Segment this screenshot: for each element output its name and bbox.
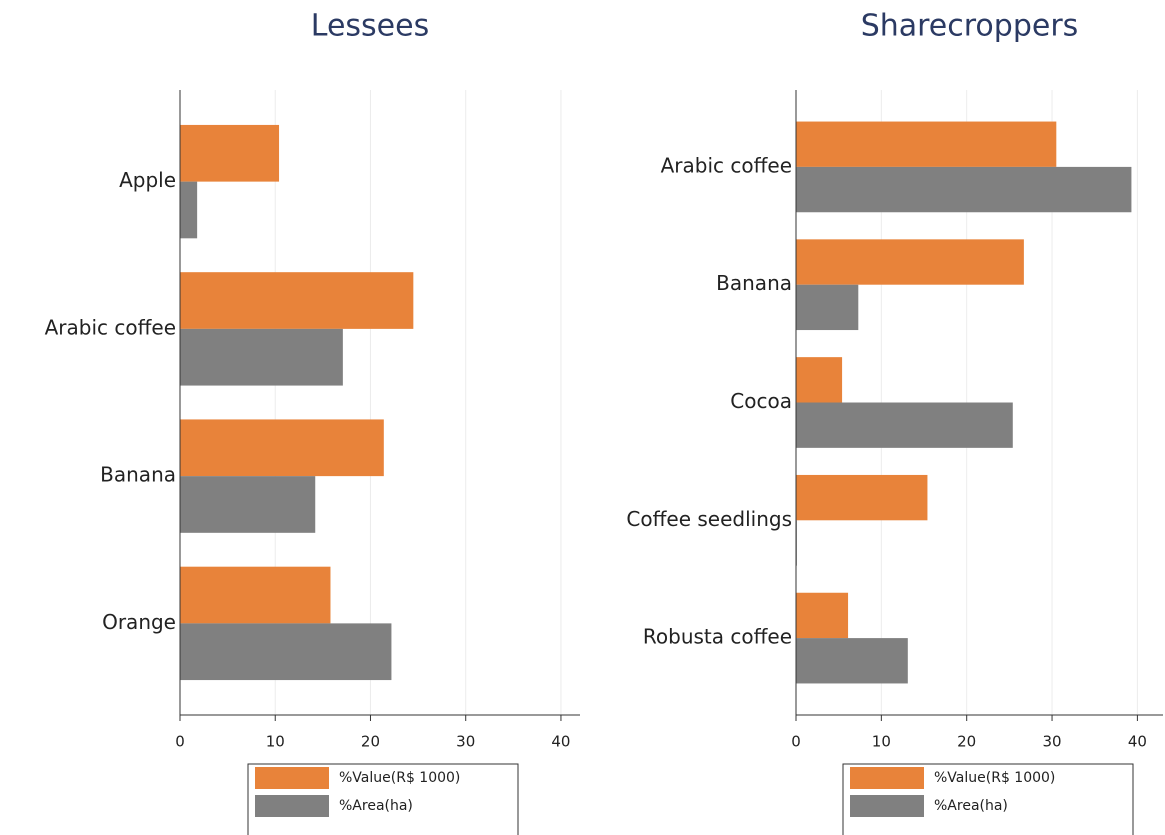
x-tick-label: 30 bbox=[1042, 733, 1061, 751]
bar bbox=[796, 284, 859, 331]
y-tick-label: Apple bbox=[119, 168, 176, 192]
bar bbox=[796, 357, 843, 403]
x-tick-label: 0 bbox=[175, 733, 185, 751]
y-tick-label: Arabic coffee bbox=[661, 153, 792, 177]
y-tick-label: Arabic coffee bbox=[45, 315, 176, 339]
bar bbox=[796, 592, 849, 639]
chart-title: Sharecroppers bbox=[861, 9, 1079, 44]
x-tick-label: 40 bbox=[551, 733, 570, 751]
bar bbox=[796, 474, 928, 521]
chart-title: Lessees bbox=[311, 9, 429, 44]
legend-swatch bbox=[850, 795, 924, 817]
bar bbox=[180, 623, 392, 681]
bar bbox=[180, 419, 384, 477]
y-tick-label: Banana bbox=[100, 463, 176, 487]
x-tick-label: 0 bbox=[791, 733, 801, 751]
legend-swatch bbox=[850, 767, 924, 789]
legend-label: %Area(ha) bbox=[339, 798, 413, 814]
bar bbox=[796, 638, 908, 684]
bar bbox=[180, 328, 343, 386]
x-tick-label: 40 bbox=[1128, 733, 1147, 751]
bar bbox=[180, 124, 280, 182]
bar bbox=[180, 566, 331, 624]
x-tick-label: 20 bbox=[957, 733, 976, 751]
x-tick-label: 10 bbox=[266, 733, 285, 751]
bar bbox=[796, 239, 1024, 285]
bar bbox=[180, 272, 414, 329]
y-tick-label: Cocoa bbox=[730, 389, 792, 413]
y-tick-label: Banana bbox=[716, 271, 792, 295]
x-tick-label: 20 bbox=[361, 733, 380, 751]
y-tick-label: Orange bbox=[102, 610, 176, 634]
legend-label: %Value(R$ 1000) bbox=[339, 770, 460, 786]
y-tick-label: Robusta coffee bbox=[643, 625, 792, 649]
bar bbox=[180, 476, 316, 533]
legend-label: %Area(ha) bbox=[934, 798, 1008, 814]
x-tick-label: 30 bbox=[456, 733, 475, 751]
bar bbox=[796, 166, 1132, 213]
bar bbox=[796, 402, 1013, 448]
bar bbox=[180, 181, 198, 239]
legend-label: %Value(R$ 1000) bbox=[934, 770, 1055, 786]
y-tick-label: Coffee seedlings bbox=[626, 507, 792, 531]
legend-swatch bbox=[255, 795, 329, 817]
bar bbox=[796, 121, 1057, 167]
x-tick-label: 10 bbox=[872, 733, 891, 751]
legend-swatch bbox=[255, 767, 329, 789]
